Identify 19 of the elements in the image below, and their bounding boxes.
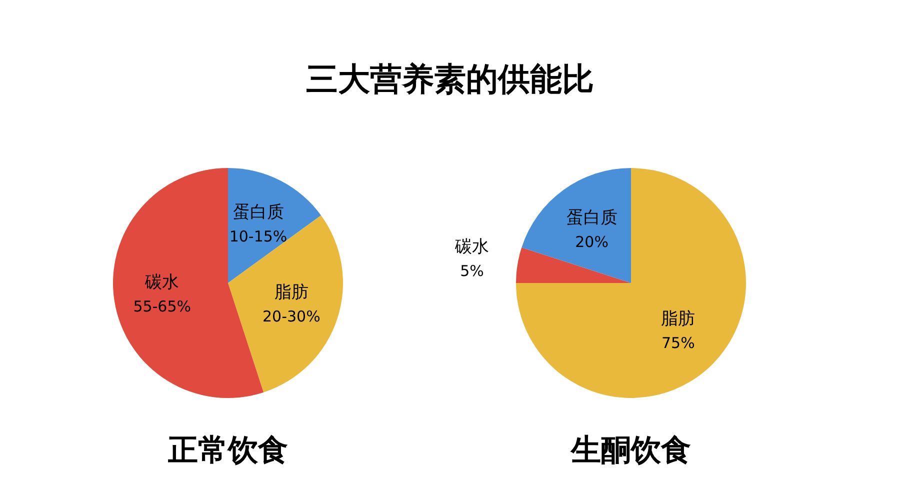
pie-slice	[516, 168, 746, 398]
slice-label: 脂肪	[661, 309, 696, 330]
text: 55-65%	[133, 297, 192, 316]
text: 正常饮食	[167, 433, 288, 468]
data-label: 5%	[460, 262, 484, 280]
text: 10-15%	[229, 228, 288, 246]
pie-slice	[516, 247, 631, 283]
data-label: 75%	[661, 334, 695, 352]
pie-slice	[522, 168, 631, 283]
slice-label: 蛋白质	[232, 202, 284, 223]
slice-label: 蛋白质	[566, 208, 618, 228]
text: 三大营养素的供能比	[306, 60, 594, 98]
slice-label: 碳水	[454, 236, 489, 257]
slice-label: 碳水	[144, 272, 180, 292]
data-label: 20%	[575, 233, 608, 252]
text: 20-30%	[262, 308, 320, 326]
pie-slice	[228, 168, 322, 283]
text: 生酮饮食	[570, 433, 691, 468]
slice-label: 脂肪	[274, 282, 308, 303]
